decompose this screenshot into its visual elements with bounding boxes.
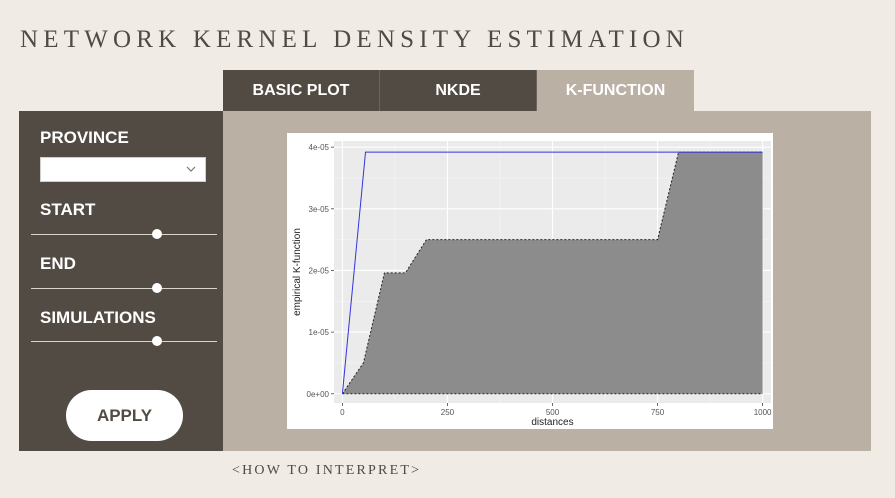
how-to-interpret-link[interactable]: <HOW TO INTERPRET> [232,463,422,478]
simulations-slider-thumb[interactable] [152,336,162,346]
end-slider-thumb[interactable] [152,283,162,293]
main-panel: 0 250 500 750 1000 0e+00 1e-05 2e-05 3e-05 4e-05 d… [223,111,871,451]
y-axis-title: empirical K-function [292,228,303,316]
end-label: END [40,254,76,273]
y-tick-label: 3e-05 [309,205,330,214]
y-tick-label: 0e+00 [307,390,330,399]
x-tick-label: 750 [651,408,665,417]
simulation-envelope-area [342,152,763,394]
y-tick-label: 1e-05 [309,328,330,337]
x-tick-label: 0 [340,408,345,417]
y-tick-label: 2e-05 [309,266,330,275]
start-slider[interactable] [31,229,217,239]
tab-k-function[interactable]: K-FUNCTION [537,70,694,111]
simulations-label: SIMULATIONS [40,308,156,327]
tab-bar: BASIC PLOT NKDE K-FUNCTION [223,70,694,111]
x-tick-label: 500 [546,408,560,417]
chevron-down-icon [186,166,196,172]
province-select[interactable] [40,157,206,182]
x-tick-label: 1000 [754,408,772,417]
x-axis-title: distances [531,417,573,428]
x-tick-label: 250 [441,408,455,417]
end-slider[interactable] [31,283,217,293]
observed-k-function-line [341,151,763,394]
start-label: START [40,200,96,219]
apply-button[interactable]: APPLY [66,390,183,441]
k-function-chart: 0 250 500 750 1000 0e+00 1e-05 2e-05 3e-05 4e-05 d… [292,141,772,428]
start-slider-thumb[interactable] [152,229,162,239]
province-label: PROVINCE [40,128,129,147]
tab-nkde[interactable]: NKDE [380,70,537,111]
tab-basic-plot[interactable]: BASIC PLOT [223,70,380,111]
simulations-slider[interactable] [31,336,217,346]
k-function-plot: 0 250 500 750 1000 0e+00 1e-05 2e-05 3e-05 4e-05 d… [287,133,773,429]
envelope-upper-line [341,151,763,395]
app-title: NETWORK KERNEL DENSITY ESTIMATION [20,26,689,53]
y-tick-label: 4e-05 [309,143,330,152]
control-sidebar: PROVINCE START END SIMULATIONS APPLY [19,111,223,451]
